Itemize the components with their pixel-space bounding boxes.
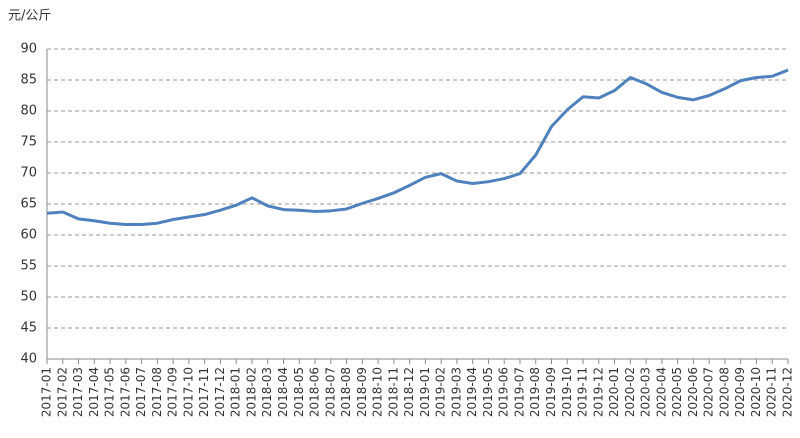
y-tick-label: 45 bbox=[20, 321, 37, 336]
y-tick-label: 90 bbox=[20, 42, 37, 57]
y-tick-label: 55 bbox=[20, 259, 37, 274]
y-tick-label: 75 bbox=[20, 135, 37, 150]
x-tick-label: 2018-06 bbox=[308, 367, 322, 417]
x-tick-label: 2017-12 bbox=[213, 367, 227, 417]
x-tick-label: 2019-02 bbox=[434, 367, 448, 417]
y-axis-label: 元/公斤 bbox=[8, 9, 51, 24]
x-tick-label: 2018-04 bbox=[276, 367, 290, 417]
x-tick-label: 2019-07 bbox=[512, 367, 526, 417]
x-tick-label: 2020-10 bbox=[749, 367, 763, 417]
x-tick-label: 2020-02 bbox=[623, 367, 637, 417]
y-tick-label: 40 bbox=[20, 352, 37, 367]
x-tick-label: 2020-09 bbox=[733, 367, 747, 417]
x-tick-label: 2020-05 bbox=[670, 367, 684, 417]
y-tick-label: 70 bbox=[20, 166, 37, 181]
x-tick-label: 2017-08 bbox=[150, 367, 164, 417]
x-tick-label: 2019-04 bbox=[465, 367, 479, 417]
x-tick-label: 2020-07 bbox=[702, 367, 716, 417]
x-tick-label: 2019-01 bbox=[418, 367, 432, 417]
x-tick-label: 2019-10 bbox=[560, 367, 574, 417]
y-tick-label: 60 bbox=[20, 228, 37, 243]
x-tick-label: 2019-11 bbox=[576, 367, 590, 417]
data-line bbox=[46, 68, 789, 226]
x-tick-label: 2017-06 bbox=[118, 367, 132, 417]
x-tick-label: 2018-08 bbox=[339, 367, 353, 417]
x-tick-label: 2019-05 bbox=[481, 367, 495, 417]
x-tick-label: 2020-06 bbox=[686, 367, 700, 417]
x-tick-label: 2017-11 bbox=[197, 367, 211, 417]
x-tick-label: 2017-05 bbox=[103, 367, 117, 417]
x-tick-label: 2020-11 bbox=[765, 367, 779, 417]
x-tick-label: 2020-12 bbox=[781, 367, 795, 417]
x-tick-label: 2019-06 bbox=[497, 367, 511, 417]
y-tick-label: 50 bbox=[20, 290, 37, 305]
y-tick-label: 80 bbox=[20, 104, 37, 119]
x-tick-label: 2018-03 bbox=[260, 367, 274, 417]
x-tick-label: 2019-08 bbox=[528, 367, 542, 417]
x-tick-label: 2017-01 bbox=[40, 367, 54, 417]
x-tick-label: 2017-02 bbox=[55, 367, 69, 417]
x-tick-label: 2017-04 bbox=[87, 367, 101, 417]
y-tick-label: 85 bbox=[20, 73, 37, 88]
x-tick-label: 2019-09 bbox=[544, 367, 558, 417]
x-tick-label: 2017-07 bbox=[134, 367, 148, 417]
x-tick-label: 2020-01 bbox=[607, 367, 621, 417]
x-tick-label: 2020-04 bbox=[654, 367, 668, 417]
x-tick-label: 2018-05 bbox=[292, 367, 306, 417]
x-tick-label: 2018-09 bbox=[355, 367, 369, 417]
x-tick-label: 2018-01 bbox=[229, 367, 243, 417]
x-tick-label: 2017-09 bbox=[166, 367, 180, 417]
y-tick-label: 65 bbox=[20, 197, 37, 212]
x-tick-label: 2017-10 bbox=[181, 367, 195, 417]
x-tick-label: 2018-02 bbox=[244, 367, 258, 417]
x-tick-label: 2020-03 bbox=[639, 367, 653, 417]
x-tick-label: 2017-03 bbox=[71, 367, 85, 417]
x-tick-label: 2018-11 bbox=[386, 367, 400, 417]
x-tick-label: 2018-10 bbox=[371, 367, 385, 417]
x-tick-label: 2018-07 bbox=[323, 367, 337, 417]
x-tick-label: 2019-12 bbox=[591, 367, 605, 417]
x-tick-label: 2020-08 bbox=[717, 367, 731, 417]
x-tick-label: 2018-12 bbox=[402, 367, 416, 417]
x-tick-label: 2019-03 bbox=[449, 367, 463, 417]
